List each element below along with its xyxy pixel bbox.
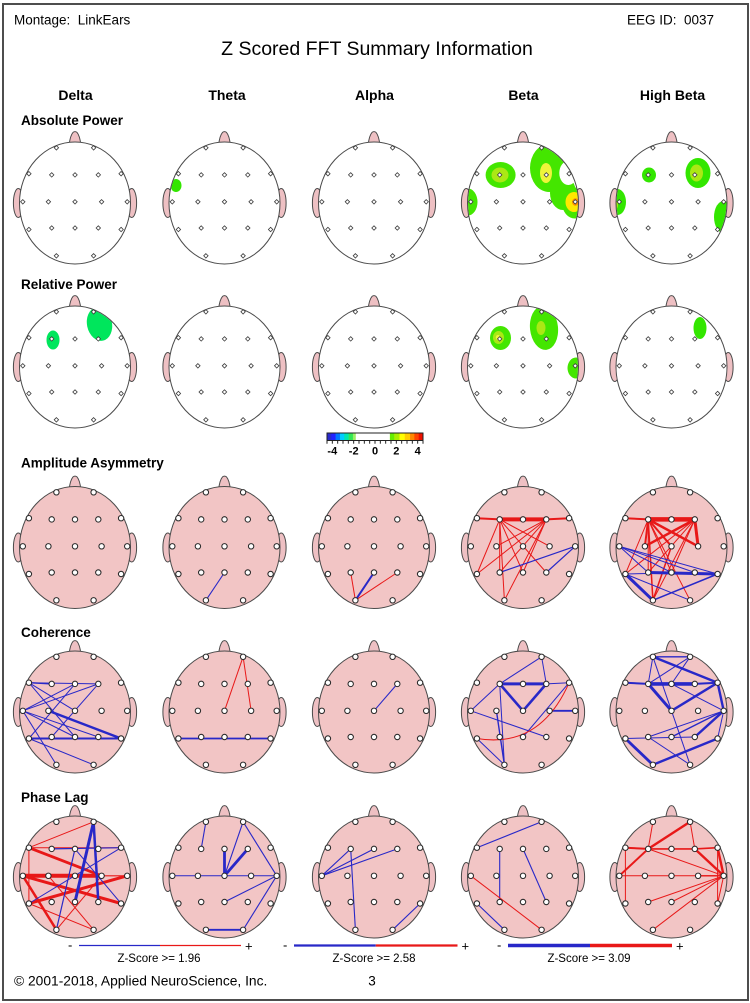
svg-text:High Beta: High Beta — [640, 87, 706, 103]
svg-text:-: - — [68, 938, 72, 953]
svg-text:EEG ID: 0037: EEG ID: 0037 — [627, 13, 714, 28]
svg-text:Relative Power: Relative Power — [21, 277, 118, 292]
svg-text:Theta: Theta — [208, 87, 246, 103]
svg-text:+: + — [676, 939, 684, 954]
svg-text:Z-Score >= 3.09: Z-Score >= 3.09 — [547, 953, 630, 965]
svg-text:-: - — [283, 938, 287, 953]
svg-text:4: 4 — [415, 446, 422, 458]
svg-text:+: + — [245, 939, 253, 954]
svg-text:Alpha: Alpha — [355, 87, 394, 103]
svg-text:3: 3 — [368, 974, 376, 989]
svg-text:Phase Lag: Phase Lag — [21, 790, 89, 805]
svg-text:-: - — [497, 938, 501, 953]
svg-text:Z-Score >= 2.58: Z-Score >= 2.58 — [332, 953, 415, 965]
svg-text:-2: -2 — [349, 446, 359, 458]
svg-text:0: 0 — [372, 446, 378, 458]
svg-text:Z-Score >= 1.96: Z-Score >= 1.96 — [117, 953, 200, 965]
svg-text:Beta: Beta — [508, 87, 539, 103]
svg-text:+: + — [462, 939, 470, 954]
svg-text:Delta: Delta — [58, 87, 92, 103]
svg-text:-4: -4 — [327, 446, 338, 458]
svg-text:© 2001-2018, Applied NeuroScie: © 2001-2018, Applied NeuroScience, Inc. — [14, 974, 267, 989]
svg-text:Absolute Power: Absolute Power — [21, 113, 124, 128]
svg-text:Z Scored FFT Summary Informati: Z Scored FFT Summary Information — [221, 38, 533, 60]
svg-text:Montage: LinkEars: Montage: LinkEars — [14, 13, 131, 28]
svg-text:Amplitude Asymmetry: Amplitude Asymmetry — [21, 456, 164, 471]
svg-text:Coherence: Coherence — [21, 625, 91, 640]
svg-text:2: 2 — [393, 446, 399, 458]
